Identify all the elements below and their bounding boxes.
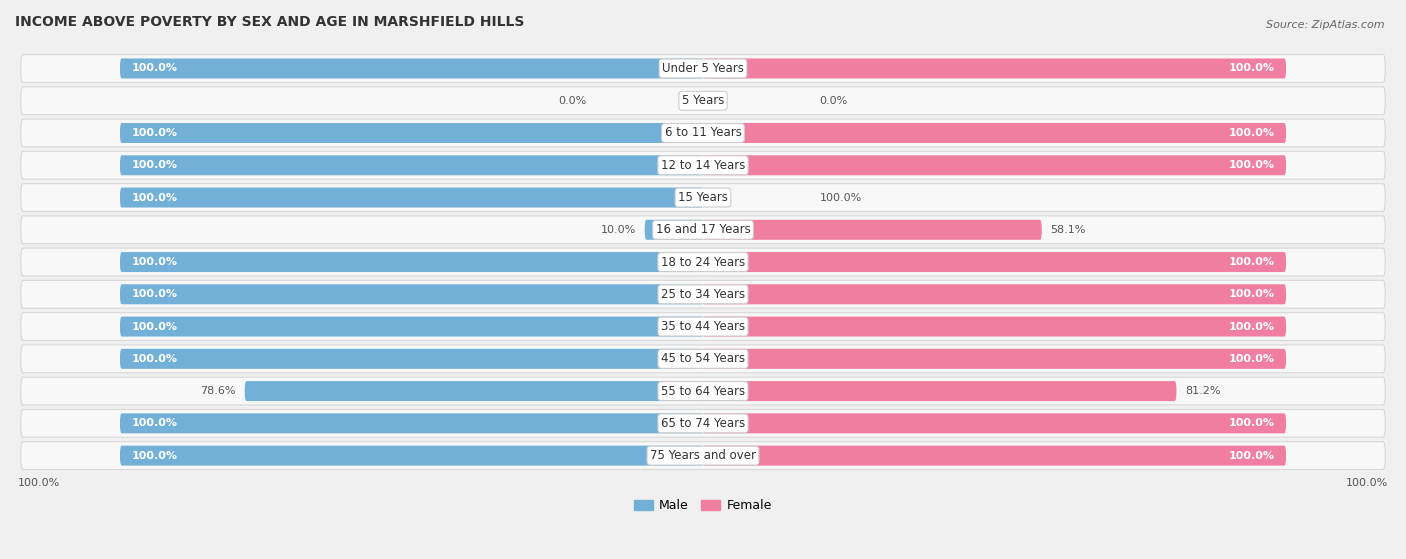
Text: 65 to 74 Years: 65 to 74 Years — [661, 417, 745, 430]
Text: 100.0%: 100.0% — [132, 192, 177, 202]
FancyBboxPatch shape — [21, 312, 1385, 340]
Text: 100.0%: 100.0% — [132, 290, 177, 299]
FancyBboxPatch shape — [120, 285, 703, 304]
Text: 100.0%: 100.0% — [132, 418, 177, 428]
FancyBboxPatch shape — [703, 349, 1286, 369]
Text: 100.0%: 100.0% — [820, 192, 862, 202]
FancyBboxPatch shape — [703, 59, 1286, 78]
FancyBboxPatch shape — [21, 248, 1385, 276]
Text: 100.0%: 100.0% — [1229, 160, 1274, 170]
Text: 78.6%: 78.6% — [201, 386, 236, 396]
Text: 0.0%: 0.0% — [558, 96, 586, 106]
Text: 100.0%: 100.0% — [132, 257, 177, 267]
Text: 100.0%: 100.0% — [132, 354, 177, 364]
FancyBboxPatch shape — [21, 377, 1385, 405]
FancyBboxPatch shape — [245, 381, 703, 401]
Text: 58.1%: 58.1% — [1050, 225, 1085, 235]
Text: 100.0%: 100.0% — [1229, 354, 1274, 364]
FancyBboxPatch shape — [645, 220, 703, 240]
Text: 100.0%: 100.0% — [1229, 290, 1274, 299]
Text: 100.0%: 100.0% — [1229, 418, 1274, 428]
FancyBboxPatch shape — [703, 446, 1286, 466]
FancyBboxPatch shape — [703, 316, 1286, 337]
Text: 5 Years: 5 Years — [682, 94, 724, 107]
Text: 0.0%: 0.0% — [820, 96, 848, 106]
Text: 15 Years: 15 Years — [678, 191, 728, 204]
FancyBboxPatch shape — [120, 349, 703, 369]
FancyBboxPatch shape — [21, 55, 1385, 82]
Text: 55 to 64 Years: 55 to 64 Years — [661, 385, 745, 397]
Text: 10.0%: 10.0% — [600, 225, 636, 235]
FancyBboxPatch shape — [21, 184, 1385, 211]
FancyBboxPatch shape — [21, 216, 1385, 244]
Text: 100.0%: 100.0% — [1229, 257, 1274, 267]
Text: 100.0%: 100.0% — [1229, 128, 1274, 138]
FancyBboxPatch shape — [21, 151, 1385, 179]
FancyBboxPatch shape — [120, 413, 703, 433]
FancyBboxPatch shape — [703, 285, 1286, 304]
FancyBboxPatch shape — [120, 446, 703, 466]
Text: 100.0%: 100.0% — [132, 451, 177, 461]
FancyBboxPatch shape — [120, 59, 703, 78]
Text: 81.2%: 81.2% — [1185, 386, 1220, 396]
Legend: Male, Female: Male, Female — [630, 494, 776, 517]
FancyBboxPatch shape — [703, 155, 1286, 176]
Text: 25 to 34 Years: 25 to 34 Years — [661, 288, 745, 301]
FancyBboxPatch shape — [703, 123, 1286, 143]
Text: 100.0%: 100.0% — [1229, 64, 1274, 73]
Text: 100.0%: 100.0% — [1229, 321, 1274, 331]
Text: 6 to 11 Years: 6 to 11 Years — [665, 126, 741, 140]
FancyBboxPatch shape — [21, 119, 1385, 147]
FancyBboxPatch shape — [21, 87, 1385, 115]
FancyBboxPatch shape — [703, 252, 1286, 272]
Text: 45 to 54 Years: 45 to 54 Years — [661, 352, 745, 366]
FancyBboxPatch shape — [21, 442, 1385, 470]
FancyBboxPatch shape — [21, 281, 1385, 308]
Text: 12 to 14 Years: 12 to 14 Years — [661, 159, 745, 172]
FancyBboxPatch shape — [703, 381, 1177, 401]
Text: 100.0%: 100.0% — [132, 321, 177, 331]
Text: Source: ZipAtlas.com: Source: ZipAtlas.com — [1267, 20, 1385, 30]
Text: INCOME ABOVE POVERTY BY SEX AND AGE IN MARSHFIELD HILLS: INCOME ABOVE POVERTY BY SEX AND AGE IN M… — [15, 15, 524, 29]
Text: 100.0%: 100.0% — [18, 478, 60, 488]
Text: 16 and 17 Years: 16 and 17 Years — [655, 223, 751, 236]
FancyBboxPatch shape — [120, 187, 703, 207]
Text: 100.0%: 100.0% — [1229, 451, 1274, 461]
FancyBboxPatch shape — [21, 410, 1385, 437]
Text: 35 to 44 Years: 35 to 44 Years — [661, 320, 745, 333]
Text: 18 to 24 Years: 18 to 24 Years — [661, 255, 745, 268]
Text: 100.0%: 100.0% — [132, 128, 177, 138]
Text: Under 5 Years: Under 5 Years — [662, 62, 744, 75]
FancyBboxPatch shape — [120, 123, 703, 143]
Text: 100.0%: 100.0% — [1346, 478, 1388, 488]
FancyBboxPatch shape — [21, 345, 1385, 373]
FancyBboxPatch shape — [703, 413, 1286, 433]
FancyBboxPatch shape — [120, 252, 703, 272]
FancyBboxPatch shape — [120, 316, 703, 337]
FancyBboxPatch shape — [703, 220, 1042, 240]
Text: 75 Years and over: 75 Years and over — [650, 449, 756, 462]
Text: 100.0%: 100.0% — [132, 160, 177, 170]
FancyBboxPatch shape — [120, 155, 703, 176]
Text: 100.0%: 100.0% — [132, 64, 177, 73]
